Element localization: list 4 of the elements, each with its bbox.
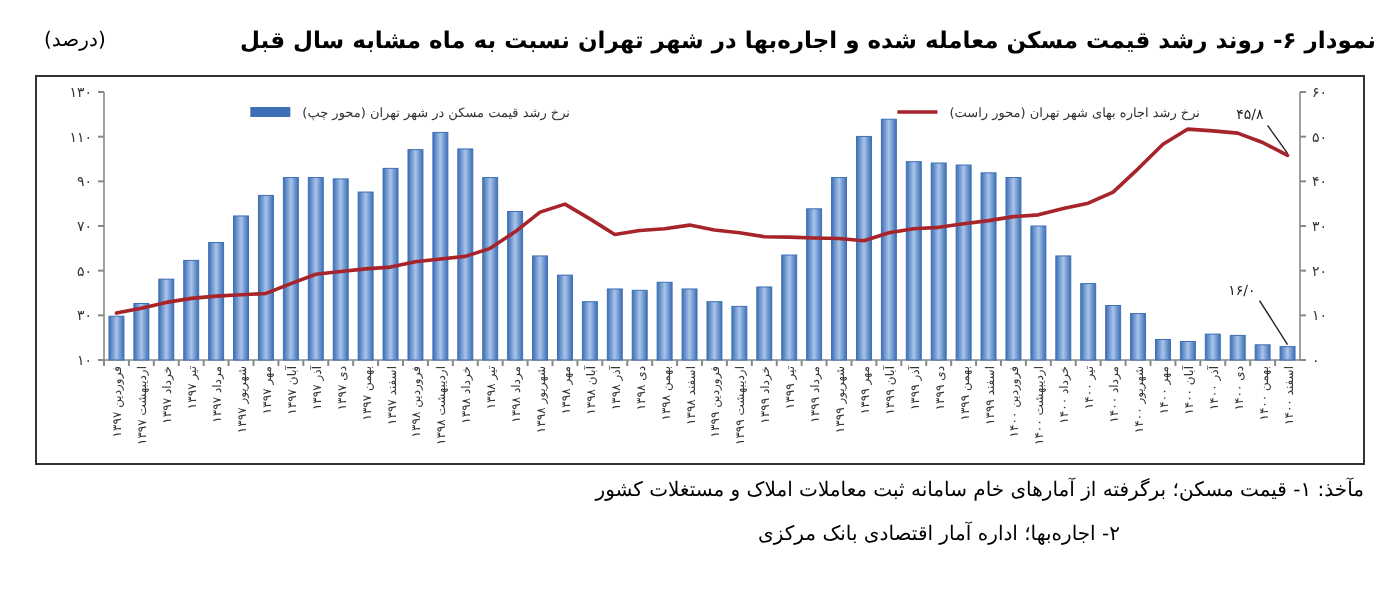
chart-subtitle: (درصد)	[44, 30, 106, 52]
chart-title: نمودار ۶- روند رشد قیمت مسکن معامله شده و اجاره‌بها در شهر تهران نسبت به ماه مشابه سال قبل	[240, 26, 1376, 54]
text: ۲- اجاره‌بها؛ اداره آمار اقتصادی بانک مرکزی	[758, 520, 1120, 546]
text: مآخذ: ۱- قیمت مسکن؛ برگرفته از آمارهای خام سامانه ثبت معاملات املاک و مستغلات کشور	[593, 476, 1364, 502]
